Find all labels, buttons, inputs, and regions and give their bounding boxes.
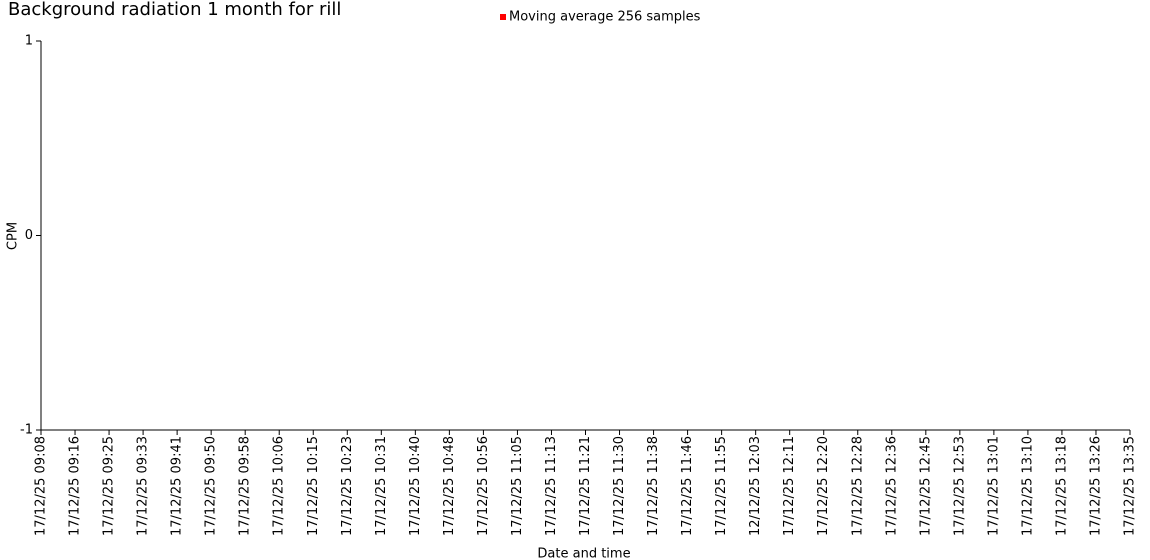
legend-label: Moving average 256 samples <box>509 10 701 25</box>
x-tick-label: 17/12/25 10:31 <box>374 436 389 536</box>
x-tick-label: 17/12/25 12:20 <box>816 436 831 536</box>
x-tick-label: 17/12/25 09:08 <box>34 436 49 536</box>
x-tick-label: 17/12/25 12:11 <box>782 436 797 536</box>
x-tick-label: 17/12/25 13:35 <box>1123 436 1138 536</box>
x-tick-label: 17/12/25 09:16 <box>68 436 83 536</box>
x-tick-label: 17/12/25 11:38 <box>646 436 661 536</box>
x-tick-label: 17/12/25 12:53 <box>952 436 967 536</box>
x-tick-label: 17/12/25 09:50 <box>204 436 219 536</box>
y-tick-label: 1 <box>25 34 33 49</box>
x-tick-label: 17/12/25 10:40 <box>408 436 423 536</box>
x-tick-label: 17/12/25 13:18 <box>1054 436 1069 536</box>
x-tick-label: 17/12/25 12:45 <box>918 436 933 536</box>
x-tick-label: 17/12/25 09:25 <box>102 436 117 536</box>
x-tick-label: 17/12/25 11:05 <box>510 436 525 536</box>
x-tick-label: 17/12/25 10:56 <box>476 436 491 536</box>
y-axis-label: CPM <box>6 222 21 250</box>
x-tick-label: 12/12/25 12:03 <box>748 436 763 536</box>
x-tick-label: 17/12/25 11:30 <box>612 436 627 536</box>
x-tick-label: 17/12/25 10:48 <box>442 436 457 536</box>
y-tick-label: 0 <box>25 228 33 243</box>
x-tick-label: 17/12/25 10:06 <box>272 436 287 536</box>
x-tick-label: 17/12/25 11:55 <box>714 436 729 536</box>
x-tick-label: 17/12/25 13:01 <box>986 436 1001 536</box>
x-tick-label: 17/12/25 09:58 <box>238 436 253 536</box>
x-tick-label: 17/12/25 13:26 <box>1088 436 1103 536</box>
x-tick-label: 17/12/25 11:46 <box>680 436 695 536</box>
x-tick-label: 17/12/25 10:23 <box>340 436 355 536</box>
legend-swatch <box>500 14 506 20</box>
x-axis-label: Date and time <box>537 547 630 560</box>
x-tick-label: 17/12/25 11:21 <box>578 436 593 536</box>
x-tick-label: 17/12/25 10:15 <box>306 436 321 536</box>
x-tick-label: 17/12/25 09:41 <box>170 436 185 536</box>
chart-title: Background radiation 1 month for rill <box>8 0 341 20</box>
x-tick-label: 17/12/25 11:13 <box>544 436 559 536</box>
x-tick-label: 17/12/25 09:33 <box>136 436 151 536</box>
y-tick-label: -1 <box>20 423 33 438</box>
x-tick-label: 17/12/25 12:36 <box>884 436 899 536</box>
x-tick-label: 17/12/25 13:10 <box>1020 436 1035 536</box>
x-tick-label: 17/12/25 12:28 <box>850 436 865 536</box>
